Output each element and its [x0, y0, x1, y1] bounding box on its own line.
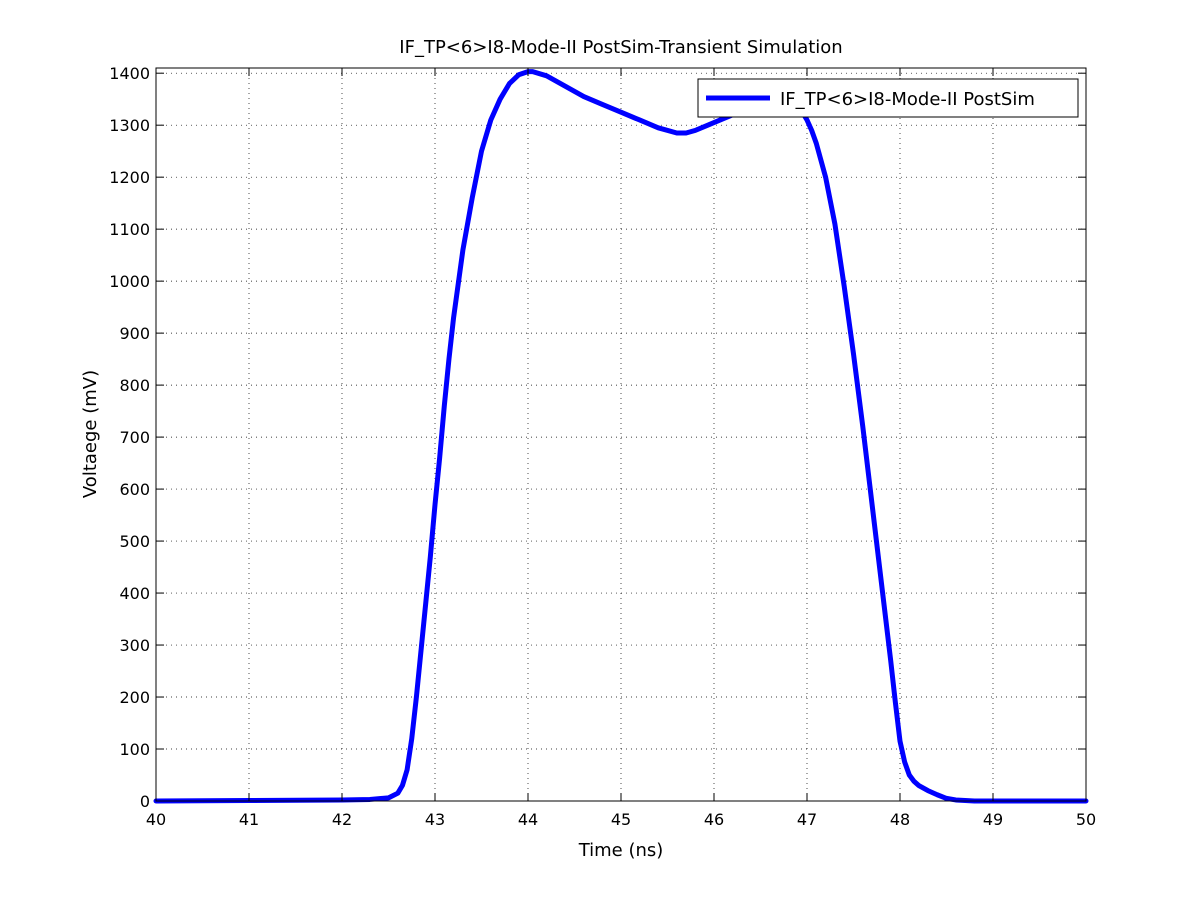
y-tick-label: 300: [119, 636, 150, 655]
y-tick-label: 0: [140, 792, 150, 811]
y-axis-label: Voltaege (mV): [80, 370, 101, 498]
y-tick-label: 1300: [109, 116, 150, 135]
x-tick-label: 49: [983, 810, 1003, 829]
y-tick-label: 400: [119, 584, 150, 603]
x-axis-label: Time (ns): [578, 840, 664, 861]
y-tick-label: 1000: [109, 272, 150, 291]
plot-area: [156, 68, 1086, 801]
tick-marks: [155, 68, 1087, 802]
x-tick-label: 41: [239, 810, 259, 829]
x-tick-label: 48: [890, 810, 910, 829]
legend-label: IF_TP<6>I8-Mode-II PostSim: [780, 89, 1035, 110]
series-layer: [153, 69, 1089, 804]
x-tick-label: 40: [146, 810, 166, 829]
y-tick-label: 500: [119, 532, 150, 551]
y-tick-label: 700: [119, 428, 150, 447]
series-line: [153, 69, 1089, 804]
y-tick-label: 900: [119, 324, 150, 343]
x-tick-label: 44: [518, 810, 538, 829]
x-tick-labels: 40 41 42 43 44 45 46 47 48 49 50: [146, 810, 1096, 829]
x-tick-label: 47: [797, 810, 817, 829]
y-tick-label: 200: [119, 688, 150, 707]
legend: IF_TP<6>I8-Mode-II PostSim: [697, 78, 1079, 118]
y-tick-label: 800: [119, 376, 150, 395]
x-tick-label: 45: [611, 810, 631, 829]
x-tick-label: 50: [1076, 810, 1096, 829]
grid-lines: [156, 68, 1086, 801]
y-tick-label: 1400: [109, 64, 150, 83]
x-tick-label: 46: [704, 810, 724, 829]
chart-title: IF_TP<6>I8-Mode-II PostSim-Transient Sim…: [399, 37, 842, 58]
y-tick-label: 1200: [109, 168, 150, 187]
y-tick-label: 100: [119, 740, 150, 759]
y-tick-labels: 0 100 200 300 400 500 600 700 800 900 1000 1100 1200…: [109, 64, 150, 811]
y-tick-label: 600: [119, 480, 150, 499]
x-tick-label: 43: [425, 810, 445, 829]
y-tick-label: 1100: [109, 220, 150, 239]
x-tick-label: 42: [332, 810, 352, 829]
